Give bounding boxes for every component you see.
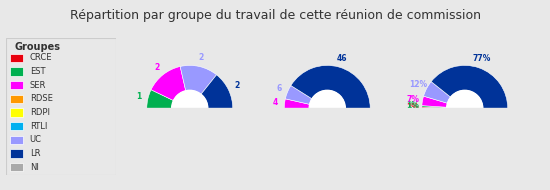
Wedge shape (422, 107, 447, 108)
Circle shape (309, 90, 345, 126)
Text: CRCE: CRCE (30, 53, 52, 62)
FancyBboxPatch shape (10, 95, 23, 103)
Wedge shape (284, 99, 310, 108)
Text: 6: 6 (276, 84, 282, 93)
Text: 1%: 1% (406, 103, 419, 112)
Wedge shape (422, 96, 448, 107)
Wedge shape (424, 82, 450, 103)
Circle shape (172, 90, 208, 126)
Text: Répartition par groupe du travail de cette réunion de commission: Répartition par groupe du travail de cet… (69, 10, 481, 22)
FancyBboxPatch shape (10, 163, 23, 171)
Wedge shape (431, 65, 508, 108)
Text: 4: 4 (273, 98, 278, 107)
Text: SER: SER (30, 81, 46, 90)
Wedge shape (201, 75, 233, 108)
FancyBboxPatch shape (10, 54, 23, 62)
Wedge shape (291, 65, 370, 108)
Text: 2: 2 (155, 63, 159, 72)
Text: 46: 46 (337, 54, 347, 63)
Text: EST: EST (30, 67, 45, 76)
Wedge shape (151, 66, 186, 101)
Text: 1: 1 (136, 92, 141, 101)
Wedge shape (147, 90, 173, 108)
Text: UC: UC (30, 135, 42, 144)
Text: 2: 2 (234, 81, 240, 90)
Text: Groupes: Groupes (14, 42, 60, 52)
Text: 12%: 12% (409, 80, 427, 89)
Text: LR: LR (30, 149, 40, 158)
Text: RTLI: RTLI (30, 122, 47, 131)
FancyBboxPatch shape (10, 136, 23, 144)
Bar (121, 108, 258, 173)
Bar (396, 108, 534, 173)
FancyBboxPatch shape (10, 122, 23, 130)
Text: RDSE: RDSE (30, 94, 53, 103)
FancyBboxPatch shape (10, 108, 23, 117)
Wedge shape (422, 106, 447, 108)
Text: 77%: 77% (473, 54, 491, 63)
Wedge shape (285, 86, 312, 104)
Text: 2: 2 (199, 53, 204, 62)
Text: 7%: 7% (406, 95, 420, 104)
Text: RDPI: RDPI (30, 108, 50, 117)
Text: NI: NI (30, 163, 38, 172)
FancyBboxPatch shape (10, 81, 23, 89)
Text: 1%: 1% (406, 101, 419, 110)
FancyBboxPatch shape (10, 150, 23, 158)
FancyBboxPatch shape (10, 67, 23, 76)
Bar (258, 108, 396, 173)
Circle shape (447, 90, 483, 126)
Wedge shape (180, 65, 217, 94)
